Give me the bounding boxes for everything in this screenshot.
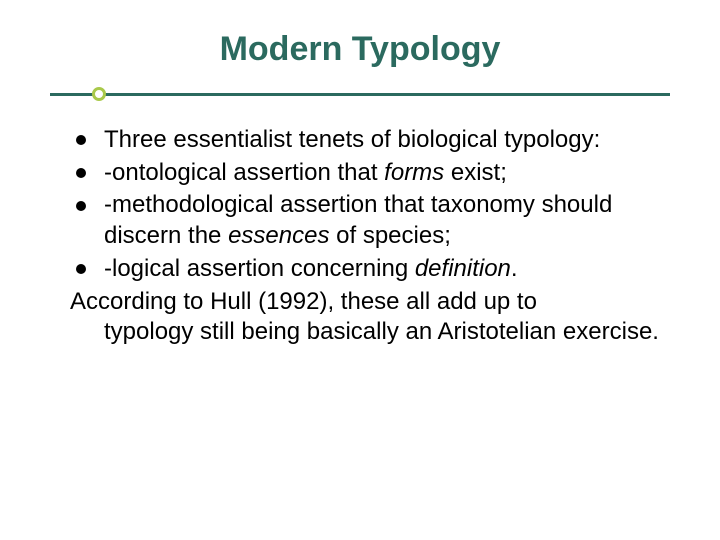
rule-line [50,93,670,96]
bullet-text-segment: essences [228,222,329,249]
bullet-item: -ontological assertion that forms exist; [70,158,660,189]
slide-body: Three essentialist tenets of biological … [50,125,670,348]
bullet-text-segment: of species; [329,222,450,249]
bullet-item: -methodological assertion that taxonomy … [70,190,660,251]
closing-paragraph: According to Hull (1992), these all add … [70,287,660,348]
closing-first-line: According to Hull (1992), these all add … [70,288,537,315]
bullet-item: Three essentialist tenets of biological … [70,125,660,156]
bullet-text-segment: forms [384,159,444,186]
bullet-text-segment: definition [415,255,511,282]
bullet-list: Three essentialist tenets of biological … [70,125,660,285]
bullet-text-segment: . [511,255,518,282]
bullet-icon [76,135,86,145]
rule-dot [92,87,106,101]
slide: Modern Typology Three essentialist tenet… [0,0,720,540]
bullet-text-segment: exist; [444,159,507,186]
bullet-text-segment: -ontological assertion that [104,159,384,186]
title-rule [50,87,670,101]
bullet-text-segment: -logical assertion concerning [104,255,415,282]
slide-title: Modern Typology [50,30,670,69]
bullet-text-segment: Three essentialist tenets of biological … [104,126,600,153]
closing-rest: typology still being basically an Aristo… [70,317,660,348]
bullet-icon [76,201,86,211]
bullet-icon [76,264,86,274]
bullet-icon [76,168,86,178]
bullet-item: -logical assertion concerning definition… [70,254,660,285]
